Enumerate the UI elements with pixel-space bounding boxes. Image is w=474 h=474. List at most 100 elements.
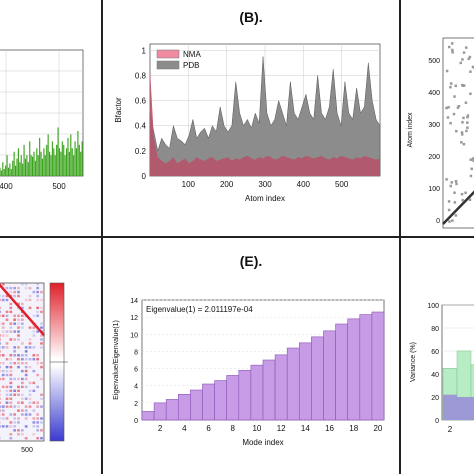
panel-e-y-tick-label: 2 — [134, 401, 138, 408]
panel-c-point — [455, 182, 458, 186]
panel-d-cell — [5, 342, 9, 345]
panel-c-point — [449, 85, 452, 89]
panel-d-cell — [28, 413, 32, 416]
panel-a-x-tick-400: 400 — [0, 182, 13, 191]
panel-a-bar — [23, 144, 25, 176]
panel-d-cell — [9, 373, 13, 377]
panel-d-cell — [28, 381, 32, 385]
panel-a-bar — [22, 163, 24, 176]
panel-d-cell — [5, 310, 9, 314]
panel-c-y-tick-label: 100 — [428, 186, 440, 193]
panel-d-cell — [13, 354, 17, 357]
panel-d-cell — [1, 377, 5, 381]
panel-a-bar — [0, 167, 1, 176]
panel-f-y-tick-label: 80 — [431, 326, 439, 333]
panel-d-cell — [0, 350, 1, 353]
panel-e-x-tick-label: 18 — [349, 424, 358, 433]
panel-d-cell — [24, 350, 28, 353]
panel-d-cell — [0, 405, 1, 408]
panel-d-cell — [9, 421, 13, 424]
panel-d-cell — [21, 397, 24, 400]
panel-d-cell — [13, 338, 17, 341]
panel-f-y-axis-label: Variance (%) — [410, 342, 417, 382]
panel-d-cell — [17, 346, 20, 349]
panel-d-cell — [36, 417, 40, 420]
panel-e-y-tick-label: 0 — [134, 418, 138, 425]
panel-d-cell — [24, 405, 28, 408]
panel-d-cell — [40, 377, 43, 381]
panel-c-point — [445, 106, 448, 110]
panel-d-cell — [40, 334, 43, 337]
panel-e-x-tick-label: 2 — [158, 424, 163, 433]
panel-d-cell — [40, 437, 43, 440]
panel-d-cell — [17, 405, 20, 408]
panel-a-bar — [29, 141, 31, 176]
panel-d-cell — [28, 298, 32, 302]
panel-c-point — [468, 198, 472, 202]
panel-e-x-tick-label: 12 — [277, 424, 286, 433]
panel-d-cell — [21, 385, 24, 389]
panel-a-bar — [34, 160, 36, 176]
panel-a: 400 500 — [0, 49, 84, 191]
panel-d-cell — [0, 306, 1, 310]
panel-d-cell — [21, 322, 24, 325]
panel-a-bar — [0, 170, 2, 176]
panel-c-point — [456, 106, 460, 109]
panel-a-bar — [37, 155, 39, 176]
panel-d-cell — [5, 318, 9, 321]
panel-a-bar — [50, 155, 52, 176]
panel-d-cell — [24, 298, 28, 302]
panel-d-cell — [40, 362, 43, 365]
panel-d-cell — [36, 421, 40, 424]
panel-d-cell — [1, 413, 5, 416]
panel-d-cell — [36, 373, 40, 377]
panel-c-point — [447, 45, 451, 49]
panel-c-point — [472, 159, 474, 163]
panel-a-bar — [5, 165, 7, 176]
panel-d-cell — [32, 330, 36, 333]
panel-d-cell — [28, 294, 32, 298]
panel-d-cell — [28, 346, 32, 349]
panel-d-cell — [17, 358, 20, 361]
panel-d-cell — [13, 314, 17, 317]
panel-d-cell — [5, 346, 9, 349]
panel-d-cell — [28, 401, 32, 404]
panel-b: 0 0.2 0.4 0.6 0.8 1 100 200 300 400 500 Bfactor A… — [114, 43, 381, 203]
panel-a-bar — [43, 148, 45, 176]
panel-c-point — [453, 191, 456, 194]
panel-d-cell — [40, 421, 43, 424]
panel-d-cell — [32, 409, 36, 412]
panel-d-cell — [24, 413, 28, 416]
panel-e-x-tick-label: 8 — [231, 424, 236, 433]
panel-a-bar — [80, 151, 82, 176]
panel-c-y-tick-label: 200 — [428, 154, 440, 161]
panel-a-bar — [47, 134, 49, 176]
panel-c-point — [452, 112, 456, 116]
panel-d-cell — [5, 334, 9, 337]
panel-d-cell — [5, 330, 9, 333]
panel-d-cell — [13, 322, 17, 325]
panel-c-point — [447, 200, 451, 203]
panel-a-bar — [3, 169, 5, 176]
panel-d-cell — [13, 429, 17, 432]
panel-d-cell — [40, 393, 43, 396]
panel-c-y-axis-label: Atom index — [407, 112, 414, 148]
panel-d-cell — [17, 338, 20, 341]
panel-d-cell — [21, 377, 24, 381]
panel-d-cell — [1, 405, 5, 408]
panel-e-bar-mode-18 — [347, 318, 361, 421]
panel-e-bar-mode-20 — [371, 311, 385, 421]
panel-b-y-tick-label: 0.8 — [135, 71, 147, 80]
panel-c-point — [449, 121, 452, 125]
panel-a-bar — [54, 155, 56, 176]
panel-e-bar-mode-8 — [226, 375, 240, 421]
panel-a-bar — [20, 155, 22, 176]
panel-d-cell — [32, 421, 36, 424]
panel-d-cell — [21, 358, 24, 361]
panel-c-point — [462, 116, 465, 120]
panel-e-x-tick-label: 16 — [325, 424, 334, 433]
panel-a-bar — [56, 144, 58, 176]
panel-e-bar-mode-17 — [335, 323, 349, 421]
panel-d-cell — [17, 401, 20, 404]
